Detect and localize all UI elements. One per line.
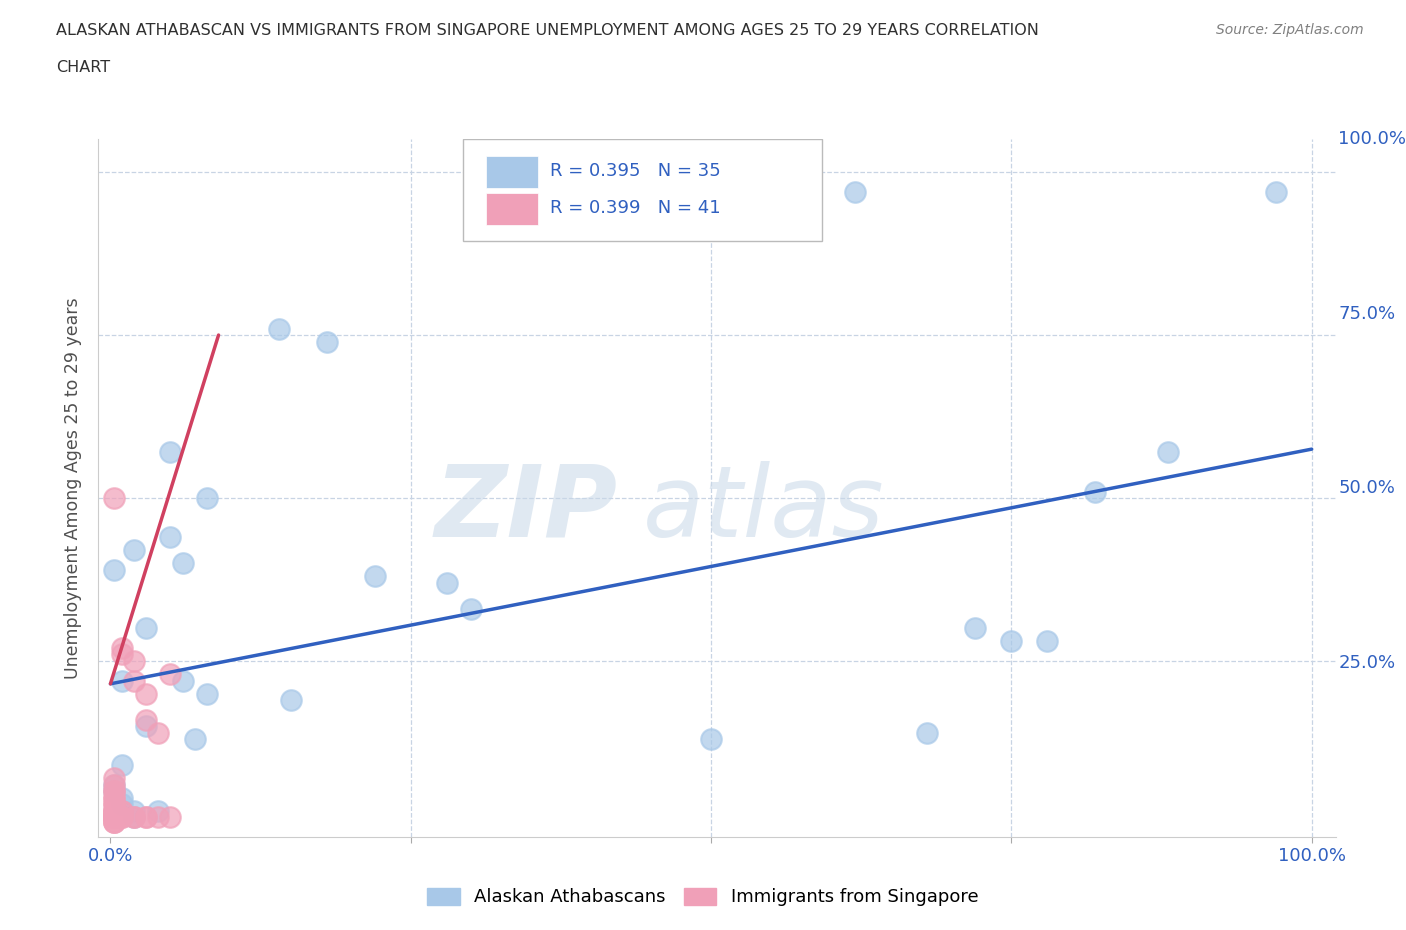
Point xyxy=(148,810,170,825)
Point xyxy=(159,810,181,825)
Point xyxy=(1084,485,1107,499)
Point xyxy=(135,621,157,636)
Point xyxy=(103,804,125,818)
Y-axis label: Unemployment Among Ages 25 to 29 years: Unemployment Among Ages 25 to 29 years xyxy=(65,298,83,679)
Point xyxy=(124,810,146,825)
Point xyxy=(111,758,134,773)
Point xyxy=(103,810,125,825)
Text: R = 0.399   N = 41: R = 0.399 N = 41 xyxy=(550,199,721,217)
Point xyxy=(103,797,125,812)
Point xyxy=(103,563,125,578)
Point xyxy=(111,810,134,825)
Point xyxy=(103,810,125,825)
Point xyxy=(111,790,134,805)
Point xyxy=(965,621,987,636)
Text: 100.0%: 100.0% xyxy=(1339,130,1406,149)
Point xyxy=(135,810,157,825)
Point xyxy=(172,673,194,688)
Text: atlas: atlas xyxy=(643,460,884,558)
Point xyxy=(103,810,125,825)
Point xyxy=(111,641,134,656)
Point xyxy=(1036,634,1059,649)
Point xyxy=(135,719,157,734)
Point xyxy=(103,804,125,818)
Point xyxy=(135,686,157,701)
Point xyxy=(103,810,125,825)
Point xyxy=(1000,634,1022,649)
Point xyxy=(103,777,125,792)
Point xyxy=(103,784,125,799)
Point xyxy=(436,576,458,591)
Point xyxy=(103,810,125,825)
Text: R = 0.395   N = 35: R = 0.395 N = 35 xyxy=(550,162,721,179)
FancyBboxPatch shape xyxy=(485,155,537,188)
Point xyxy=(103,804,125,818)
Text: ZIP: ZIP xyxy=(434,460,619,558)
Point xyxy=(195,686,218,701)
FancyBboxPatch shape xyxy=(485,193,537,225)
Point xyxy=(159,530,181,545)
Point xyxy=(124,673,146,688)
Point xyxy=(111,647,134,662)
Point xyxy=(124,810,146,825)
Point xyxy=(124,810,146,825)
Point xyxy=(111,797,134,812)
Point xyxy=(111,810,134,825)
Point xyxy=(159,445,181,459)
Text: 75.0%: 75.0% xyxy=(1339,305,1395,323)
Point xyxy=(103,771,125,786)
Point xyxy=(159,667,181,682)
Point xyxy=(124,804,146,818)
Point xyxy=(103,797,125,812)
Point xyxy=(111,673,134,688)
Point xyxy=(103,810,125,825)
Point xyxy=(124,543,146,558)
Point xyxy=(135,810,157,825)
Point xyxy=(917,725,939,740)
Point xyxy=(103,784,125,799)
Point xyxy=(172,556,194,571)
Point xyxy=(700,732,723,747)
Point xyxy=(844,184,866,199)
Point xyxy=(103,815,125,830)
Point xyxy=(103,815,125,830)
Point xyxy=(183,732,205,747)
Point xyxy=(267,321,290,336)
Point xyxy=(148,804,170,818)
Point xyxy=(103,810,125,825)
Point xyxy=(460,602,482,617)
Point xyxy=(280,693,302,708)
Text: CHART: CHART xyxy=(56,60,110,75)
Point xyxy=(364,569,387,584)
Point xyxy=(1264,184,1286,199)
Point xyxy=(103,790,125,805)
Point xyxy=(135,712,157,727)
Legend: Alaskan Athabascans, Immigrants from Singapore: Alaskan Athabascans, Immigrants from Sin… xyxy=(420,881,986,913)
Point xyxy=(111,804,134,818)
Point xyxy=(103,777,125,792)
Point xyxy=(1156,445,1178,459)
Text: 50.0%: 50.0% xyxy=(1339,479,1395,498)
Point xyxy=(195,491,218,506)
Point xyxy=(103,784,125,799)
Point xyxy=(124,654,146,669)
Point xyxy=(103,804,125,818)
Point xyxy=(103,815,125,830)
Point xyxy=(103,790,125,805)
Text: ALASKAN ATHABASCAN VS IMMIGRANTS FROM SINGAPORE UNEMPLOYMENT AMONG AGES 25 TO 29: ALASKAN ATHABASCAN VS IMMIGRANTS FROM SI… xyxy=(56,23,1039,38)
Point xyxy=(315,334,337,349)
Point xyxy=(111,804,134,818)
FancyBboxPatch shape xyxy=(464,140,823,241)
Text: 25.0%: 25.0% xyxy=(1339,654,1395,671)
Text: Source: ZipAtlas.com: Source: ZipAtlas.com xyxy=(1216,23,1364,37)
Point xyxy=(103,491,125,506)
Point xyxy=(148,725,170,740)
